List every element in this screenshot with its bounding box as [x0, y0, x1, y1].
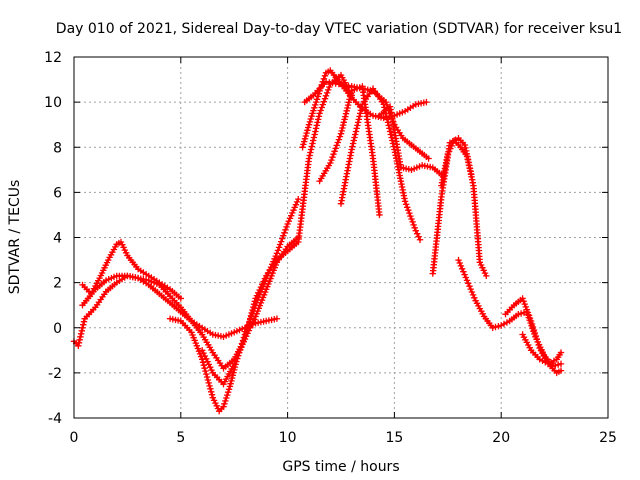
y-tick-label: 6	[53, 185, 62, 201]
chart-title: Day 010 of 2021, Sidereal Day-to-day VTE…	[56, 21, 622, 37]
series-markers	[438, 137, 490, 280]
series-track-10	[376, 103, 447, 180]
series-track-9	[337, 85, 424, 243]
data-traces	[70, 67, 565, 415]
x-axis-label: GPS time / hours	[282, 459, 399, 475]
y-tick-label: 8	[53, 140, 62, 156]
series-markers	[455, 256, 565, 370]
y-tick-label: 10	[44, 95, 62, 111]
series-markers	[166, 195, 302, 415]
series-markers	[316, 83, 383, 219]
x-tick-label: 15	[385, 430, 403, 446]
series-line	[81, 236, 300, 370]
series-track-4	[166, 195, 302, 415]
series-markers	[502, 295, 565, 377]
x-tick-label: 0	[70, 430, 79, 446]
series-markers	[519, 331, 565, 368]
series-track-8	[316, 83, 383, 219]
y-tick-label: 12	[44, 50, 62, 66]
series-track-15	[519, 331, 565, 368]
series-track-2	[79, 238, 184, 302]
series-line	[168, 197, 300, 413]
axis-ticks: 0 5 10 15 20 25 -4 -2 0 2 4 6 8 10 12	[44, 50, 617, 446]
x-tick-label: 25	[599, 430, 617, 446]
series-markers	[337, 85, 424, 243]
y-axis-label: SDTVAR / TECUs	[7, 180, 23, 295]
series-markers	[199, 71, 355, 388]
series-track-13	[455, 256, 565, 370]
series-markers	[376, 103, 447, 180]
y-tick-label: -4	[48, 411, 62, 427]
series-track-5	[199, 71, 355, 388]
y-tick-label: 0	[53, 321, 62, 337]
y-tick-label: 2	[53, 276, 62, 292]
series-track-14	[502, 295, 565, 377]
y-tick-label: 4	[53, 231, 62, 247]
x-tick-label: 5	[176, 430, 185, 446]
x-tick-label: 10	[279, 430, 297, 446]
series-line	[200, 73, 353, 386]
y-tick-label: -2	[48, 366, 62, 382]
series-track-12	[438, 137, 490, 280]
x-tick-label: 20	[492, 430, 510, 446]
grid	[74, 57, 608, 418]
series-line	[457, 258, 563, 368]
